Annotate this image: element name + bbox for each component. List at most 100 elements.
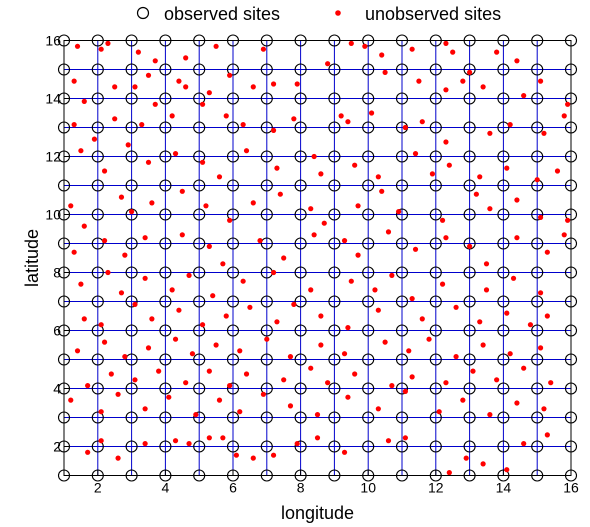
- observed-site-marker: [226, 353, 240, 366]
- observed-site-marker: [531, 324, 544, 337]
- y-tick-label: 6: [53, 323, 61, 339]
- unobserved-site-point: [243, 371, 250, 377]
- unobserved-site-point: [436, 409, 442, 415]
- unobserved-site-point: [281, 377, 287, 383]
- observed-site-marker: [91, 353, 104, 366]
- unobserved-site-point: [179, 188, 185, 194]
- observed-site-marker: [193, 440, 206, 453]
- observed-site-marker: [294, 382, 307, 395]
- legend-marker-unobserved: [335, 10, 341, 16]
- unobserved-site-point: [470, 368, 476, 374]
- observed-site-marker: [193, 179, 206, 192]
- observed-site-marker: [125, 150, 138, 163]
- grid-lines: [63, 40, 572, 476]
- observed-site-marker: [159, 237, 172, 250]
- unobserved-site-point: [227, 217, 233, 223]
- unobserved-site-point: [122, 252, 128, 258]
- unobserved-site-point: [389, 383, 395, 389]
- unobserved-site-point: [325, 380, 331, 386]
- unobserved-site-point: [443, 139, 449, 145]
- unobserved-site-point: [179, 232, 185, 238]
- unobserved-site-point: [257, 238, 263, 244]
- x-tick-label: 16: [563, 480, 579, 496]
- observed-site-marker: [429, 382, 442, 395]
- observed-site-marker: [91, 266, 104, 279]
- unobserved-site-point: [227, 72, 233, 78]
- unobserved-site-point: [362, 43, 368, 49]
- observed-site-marker: [193, 382, 206, 395]
- observed-site-marker: [328, 63, 341, 76]
- observed-site-marker: [497, 382, 510, 395]
- observed-site-marker: [362, 266, 375, 279]
- unobserved-site-point: [145, 72, 152, 78]
- observed-site-marker: [328, 353, 341, 366]
- y-tick-label: 2: [53, 439, 61, 455]
- observed-site-marker: [260, 353, 273, 366]
- observed-site-marker: [294, 411, 307, 424]
- observed-site-marker: [463, 150, 476, 163]
- unobserved-site-point: [183, 380, 189, 386]
- x-tick-label: 10: [360, 480, 376, 496]
- unobserved-site-point: [416, 78, 422, 84]
- observed-site-marker: [91, 237, 104, 250]
- observed-site-marker: [159, 121, 172, 134]
- observed-site-marker: [260, 237, 273, 250]
- unobserved-site-point: [409, 46, 415, 52]
- observed-site-marker: [294, 440, 307, 453]
- unobserved-site-point: [443, 235, 449, 241]
- observed-site-marker: [260, 324, 273, 337]
- unobserved-site-point: [352, 162, 358, 168]
- unobserved-site-point: [429, 171, 436, 177]
- unobserved-site-point: [443, 40, 449, 47]
- unobserved-site-point: [172, 336, 179, 342]
- observed-site-marker: [193, 121, 206, 134]
- observed-site-marker: [159, 411, 172, 424]
- unobserved-site-point: [453, 354, 459, 360]
- unobserved-site-point: [467, 69, 473, 75]
- observed-site-marker: [294, 208, 307, 221]
- observed-site-marker: [497, 411, 510, 424]
- observed-site-marker: [497, 295, 510, 308]
- observed-site-marker: [226, 295, 240, 308]
- unobserved-site-point: [537, 290, 544, 296]
- observed-site-marker: [531, 92, 544, 105]
- unobserved-site-point: [521, 441, 527, 447]
- observed-site-marker: [328, 266, 341, 279]
- unobserved-site-point: [206, 90, 212, 96]
- unobserved-site-point: [345, 325, 351, 331]
- unobserved-site-point: [537, 78, 544, 84]
- observed-site-marker: [395, 150, 409, 163]
- unobserved-site-point: [396, 209, 402, 215]
- unobserved-site-point: [412, 246, 419, 252]
- observed-site-marker: [395, 208, 409, 221]
- unobserved-site-point: [308, 287, 314, 293]
- unobserved-site-point: [169, 113, 175, 119]
- unobserved-site-point: [372, 287, 378, 293]
- unobserved-site-point: [544, 313, 550, 319]
- observed-site-marker: [395, 324, 409, 337]
- observed-site-marker: [294, 150, 307, 163]
- observed-site-marker: [125, 411, 138, 424]
- unobserved-site-point: [450, 49, 456, 55]
- observed-site-marker: [429, 353, 442, 366]
- unobserved-site-point: [375, 307, 381, 313]
- unobserved-site-point: [101, 339, 108, 345]
- unobserved-site-point: [287, 403, 294, 409]
- observed-site-marker: [463, 411, 476, 424]
- unobserved-site-point: [108, 371, 114, 377]
- observed-site-marker: [294, 266, 307, 279]
- observed-site-marker: [91, 121, 104, 134]
- observed-site-marker: [125, 353, 138, 366]
- observed-site-marker: [91, 208, 104, 221]
- observed-site-marker: [497, 63, 510, 76]
- observed-site-marker: [429, 237, 442, 250]
- observed-site-marker: [497, 266, 510, 279]
- observed-site-marker: [531, 411, 544, 424]
- observed-site-marker: [226, 237, 240, 250]
- unobserved-site-point: [78, 148, 84, 154]
- unobserved-site-point: [314, 435, 321, 441]
- observed-site-marker: [531, 266, 544, 279]
- y-axis-label: latitude: [22, 229, 42, 287]
- unobserved-site-point: [139, 122, 145, 128]
